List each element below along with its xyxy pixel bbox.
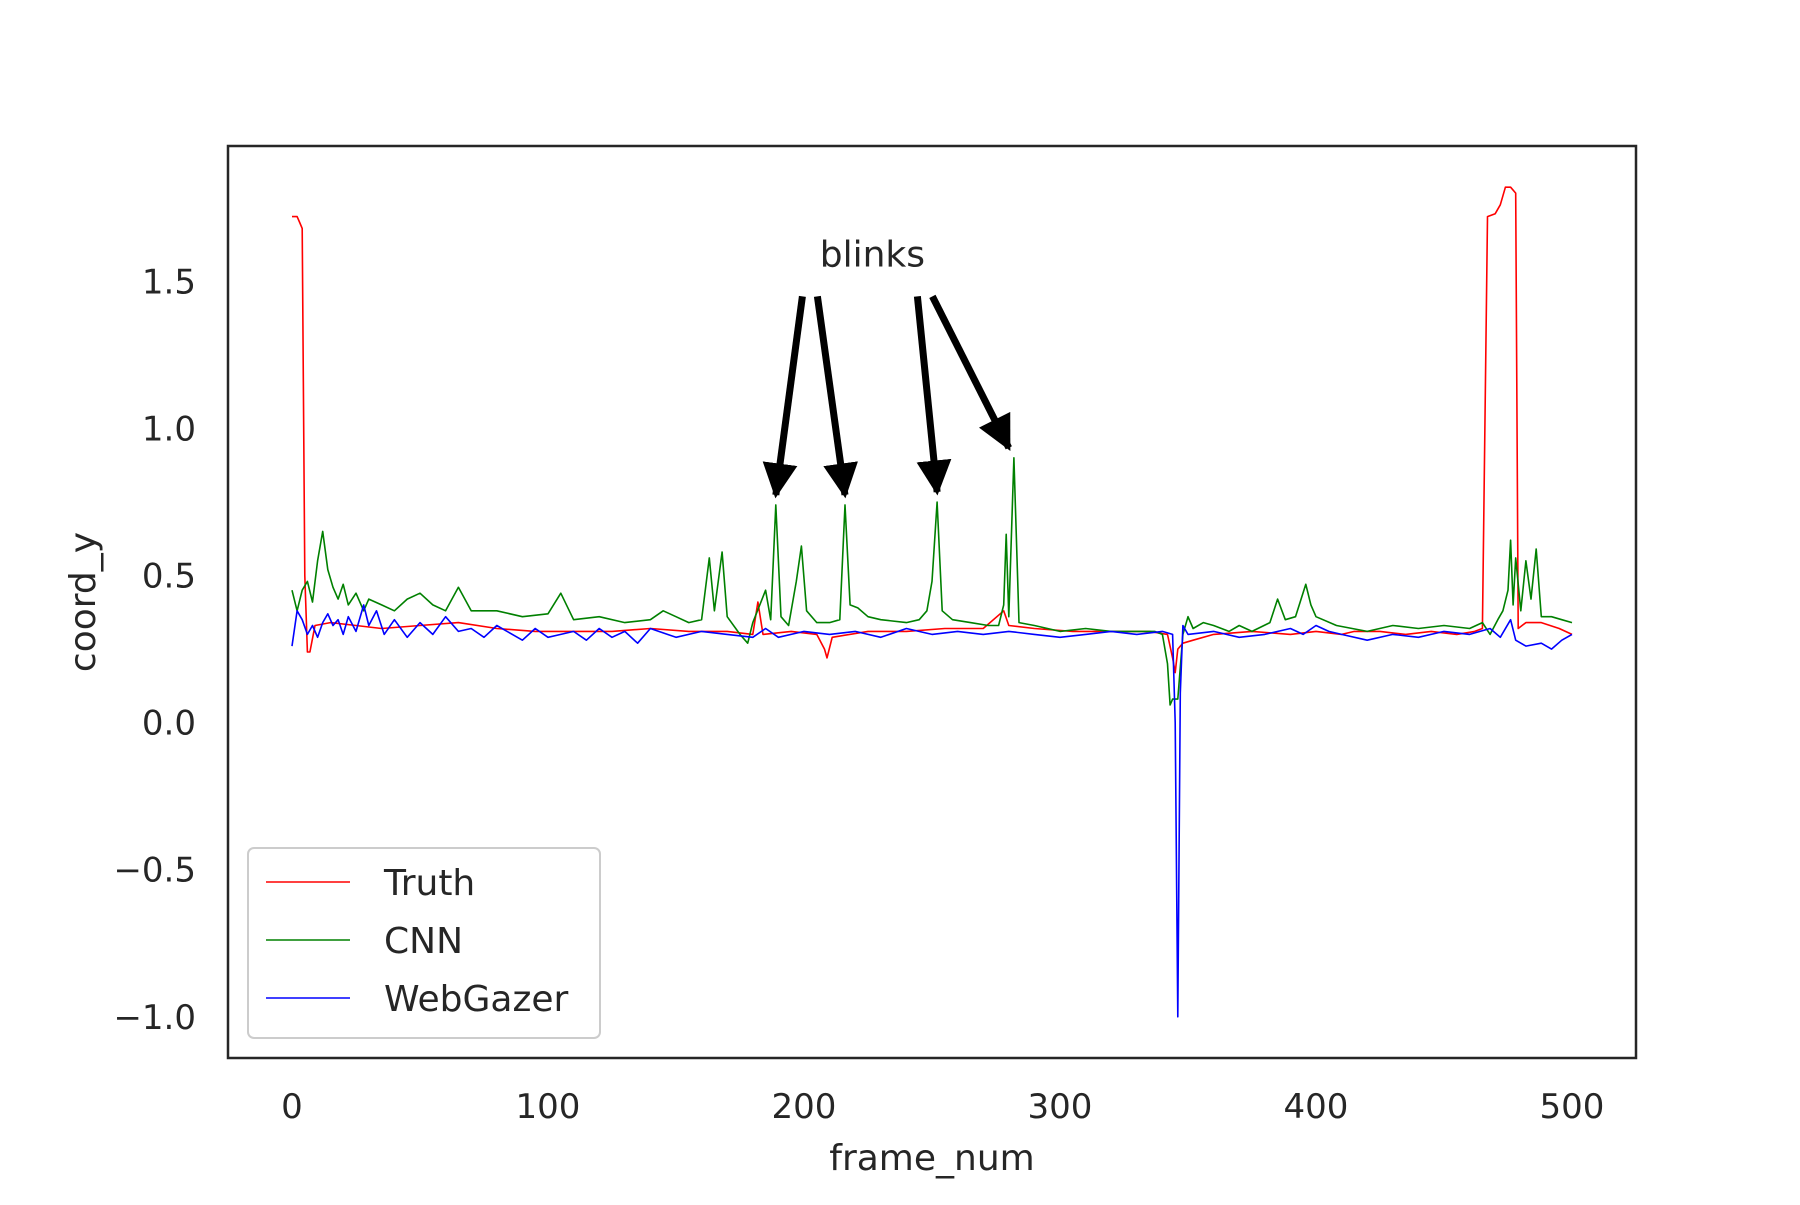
- annotation-label: blinks: [820, 234, 925, 275]
- legend: Truth CNN WebGazer: [247, 847, 601, 1039]
- x-axis-ticks: 0 100 200 300 400 500: [281, 1087, 1604, 1127]
- y-tick-label: 1.5: [142, 262, 196, 302]
- y-tick-label: 1.0: [142, 409, 196, 449]
- annotation-arrow: [929, 294, 1012, 451]
- series-layer: [291, 186, 1573, 1018]
- annotation-arrow: [762, 295, 806, 499]
- x-tick-label: 400: [1284, 1087, 1349, 1127]
- annotation-arrow: [813, 295, 858, 499]
- legend-label-truth: Truth: [383, 863, 475, 904]
- y-axis-title: coord_y: [63, 532, 104, 672]
- y-tick-label: −1.0: [113, 998, 196, 1038]
- y-tick-label: 0.5: [142, 557, 196, 597]
- series-line-truth: [292, 186, 1573, 674]
- y-tick-label: −0.5: [113, 851, 196, 891]
- x-tick-label: 300: [1028, 1087, 1093, 1127]
- x-tick-label: 100: [516, 1087, 581, 1127]
- legend-label-cnn: CNN: [384, 921, 463, 962]
- x-tick-label: 0: [281, 1087, 303, 1127]
- y-axis-ticks: −1.0 −0.5 0.0 0.5 1.0 1.5: [113, 262, 196, 1037]
- legend-label-webgazer: WebGazer: [384, 979, 568, 1020]
- series-line-cnn: [291, 457, 1573, 706]
- x-tick-label: 200: [772, 1087, 837, 1127]
- series-line-webgazer: [291, 604, 1573, 1018]
- plot-frame: [226, 144, 1638, 1060]
- x-axis-title: frame_num: [829, 1138, 1034, 1179]
- annotation-arrow: [913, 296, 952, 496]
- x-tick-label: 500: [1540, 1087, 1605, 1127]
- y-tick-label: 0.0: [142, 704, 196, 744]
- annotation-layer: blinks: [762, 234, 1012, 499]
- legend-box: [247, 847, 601, 1039]
